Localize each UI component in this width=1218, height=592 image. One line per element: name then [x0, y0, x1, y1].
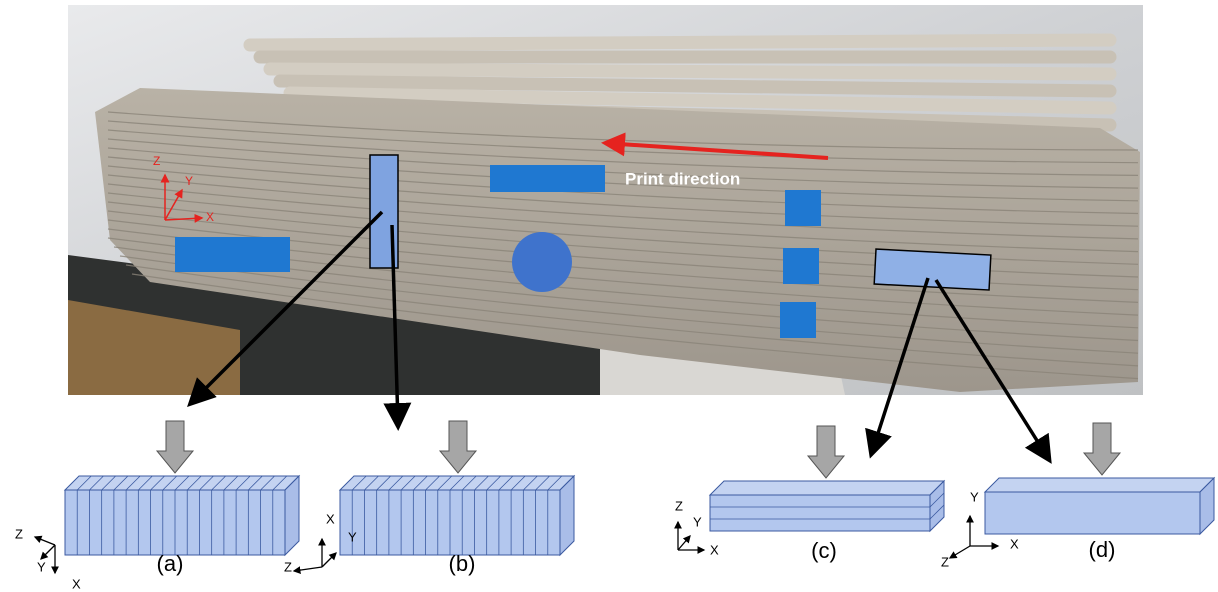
axis-line — [35, 537, 55, 545]
load-arrow — [1084, 423, 1120, 475]
axis-line — [322, 553, 336, 567]
photo: Print direction Z Y X — [68, 5, 1143, 395]
axis-line — [41, 545, 55, 559]
specimen — [175, 237, 290, 272]
tube — [250, 40, 1110, 45]
axis-label: Z — [15, 526, 23, 541]
panels: ZYX(a)XYZ(b)ZYX(c)YXZ(d) — [15, 421, 1214, 591]
panel-label: (a) — [157, 551, 184, 576]
axis-label: Y — [970, 489, 979, 504]
load-arrow — [440, 421, 476, 473]
print-direction-label: Print direction — [625, 169, 740, 188]
box-top — [985, 478, 1214, 492]
panel: ZYX (c) — [675, 426, 944, 563]
axis-line — [294, 567, 322, 571]
panel: Z Y X (a) — [15, 421, 299, 591]
box-front — [710, 495, 930, 531]
load-arrow — [157, 421, 193, 473]
load-arrow — [808, 426, 844, 478]
specimen — [783, 248, 819, 284]
panel-label: (d) — [1089, 537, 1116, 562]
axis-label: Y — [693, 514, 702, 529]
panel-label: (b) — [449, 551, 476, 576]
tube — [270, 69, 1110, 74]
axis-label: Z — [284, 559, 292, 574]
box-side — [285, 476, 299, 555]
panel: Y X Z (d) — [941, 423, 1214, 569]
specimen — [490, 165, 605, 192]
axis-label: X — [206, 210, 214, 224]
axis-line — [950, 546, 970, 558]
axis-label: Y — [348, 529, 357, 544]
box-front — [985, 492, 1200, 534]
axis-label: Z — [153, 154, 160, 168]
axis-label: Z — [941, 554, 949, 569]
figure: Print direction Z Y X ZYX(a)XYZ(b)ZYX(c)… — [0, 0, 1218, 592]
panel-label: (c) — [811, 538, 837, 563]
axis-label: X — [72, 576, 81, 591]
axis-label: Y — [37, 559, 46, 574]
box-side — [560, 476, 574, 555]
specimen — [785, 190, 821, 226]
specimen-circle — [512, 232, 572, 292]
box-top — [710, 481, 944, 495]
axis-line — [678, 536, 690, 550]
specimen-cd — [874, 249, 991, 290]
specimen — [780, 302, 816, 338]
panel: XY Z (b) — [284, 421, 574, 576]
axis-label: X — [710, 542, 719, 557]
axis-label: Y — [185, 174, 193, 188]
axis-label: X — [1010, 536, 1019, 551]
axis-label: Z — [675, 498, 683, 513]
axis-label: X — [326, 511, 335, 526]
